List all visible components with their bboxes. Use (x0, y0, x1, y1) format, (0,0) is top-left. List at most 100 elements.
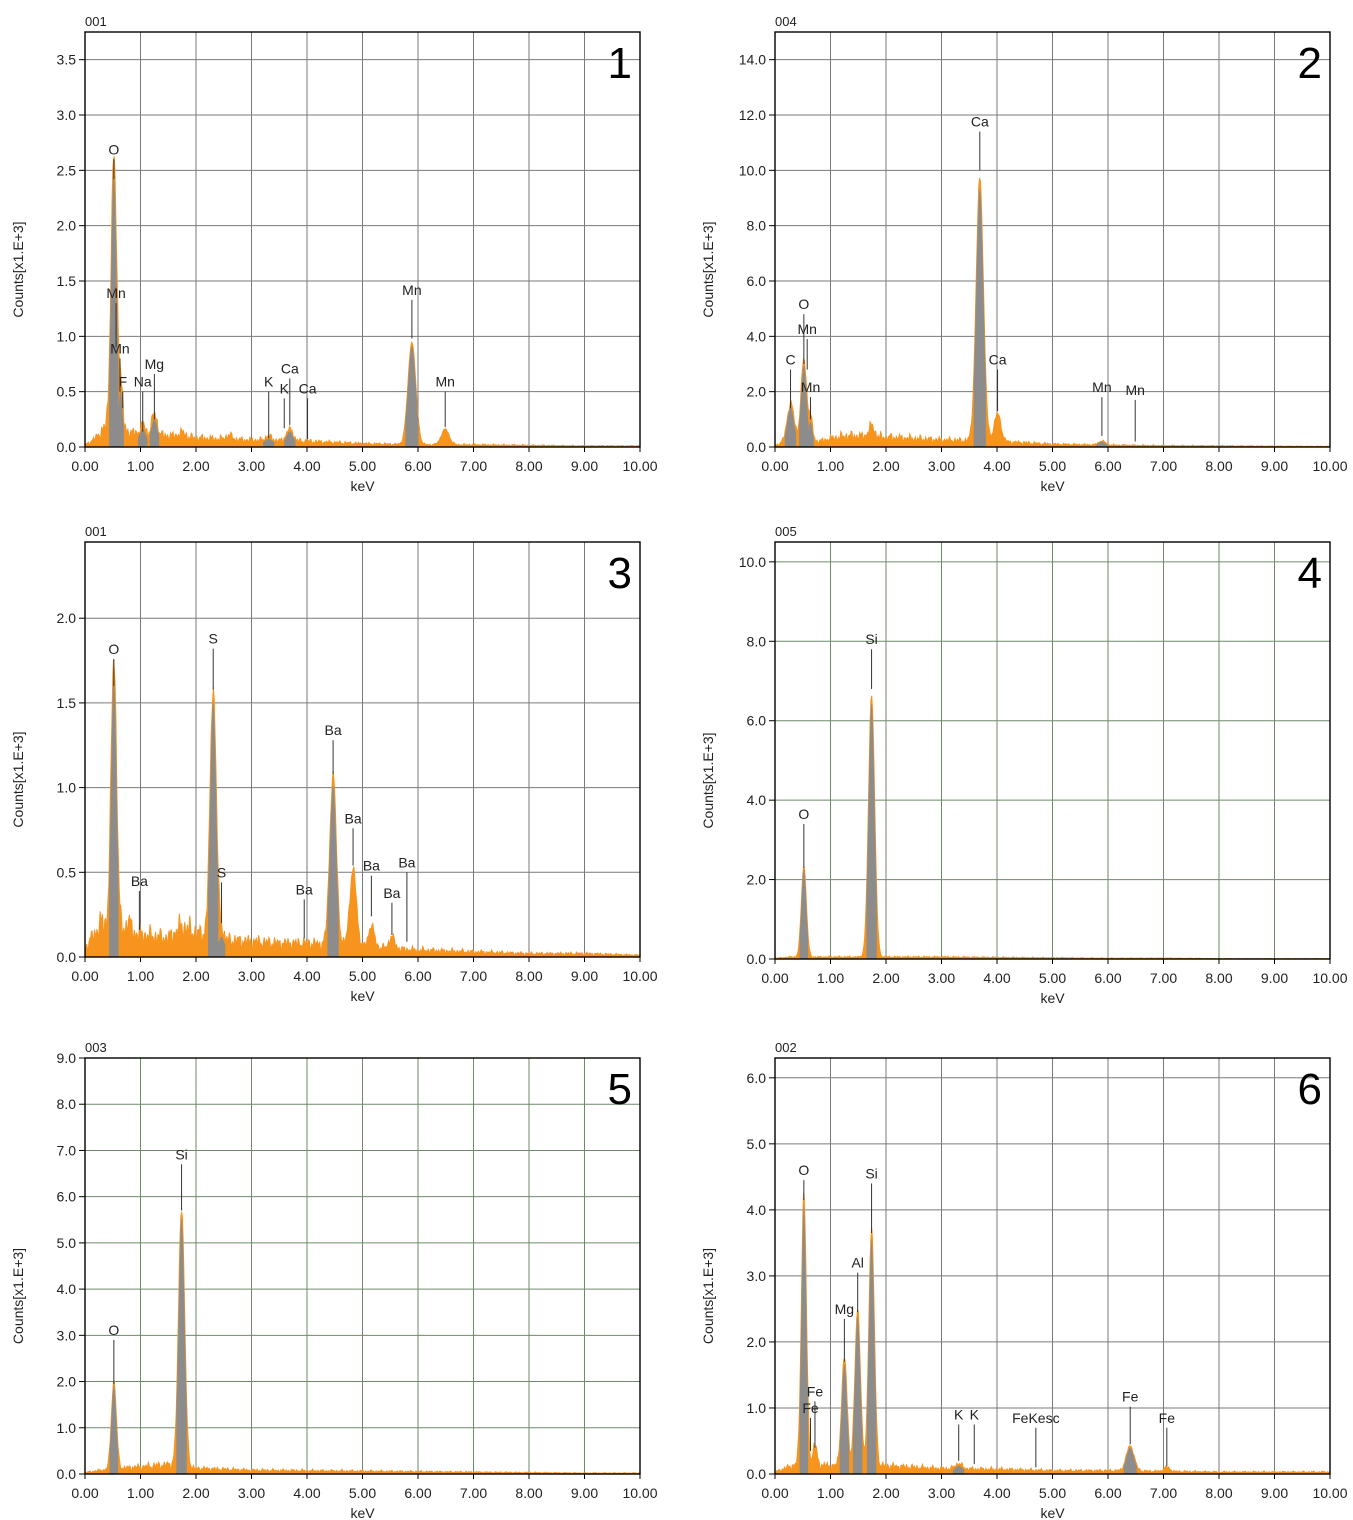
spectrum-id: 004 (775, 14, 797, 29)
peak-area (866, 1239, 877, 1474)
y-tick-label: 1.5 (57, 695, 77, 711)
peak-label: F (118, 374, 127, 390)
grid (85, 542, 640, 957)
peak-area (217, 936, 226, 957)
spectrum-area (84, 1211, 641, 1475)
spectrum-panel-6: 0.00 1.00 2.00 3.00 4.00 5.00 6.00 7.00 8.00 9.00… (700, 1040, 1348, 1520)
peak-label: K (280, 380, 290, 396)
peak-label: K (264, 374, 274, 390)
y-tick-label: 4.0 (747, 328, 767, 344)
panel-number: 5 (608, 1065, 632, 1114)
y-tick-label: 5.0 (747, 1136, 767, 1152)
y-tick-label: 3.0 (57, 107, 77, 123)
x-tick-label: 1.00 (127, 1485, 154, 1501)
x-tick-label: 8.00 (515, 458, 542, 474)
x-tick-label: 4.00 (983, 1485, 1010, 1501)
spectrum-id: 005 (775, 524, 797, 539)
peak-area (117, 391, 124, 447)
y-tick-label: 0.0 (57, 439, 77, 455)
grid (85, 1057, 640, 1474)
x-tick-label: 4.00 (983, 458, 1010, 474)
peak-area (263, 438, 275, 447)
x-tick-label: 3.00 (238, 458, 265, 474)
y-tick-label: 6.0 (57, 1189, 77, 1205)
spectrum-panel-5: 0.00 1.00 2.00 3.00 4.00 5.00 6.00 7.00 8.00 9.00… (10, 1040, 658, 1520)
y-tick-label: 6.0 (747, 1070, 767, 1086)
panel-number: 2 (1298, 39, 1322, 88)
spectrum-panel-3: 0.00 1.00 2.00 3.00 4.00 5.00 6.00 7.00 8.00 9.00… (10, 524, 658, 1004)
y-tick-label: 8.0 (747, 218, 767, 234)
panel-number: 6 (1298, 1065, 1322, 1114)
x-axis-label: keV (350, 478, 375, 494)
peak-label: Si (865, 631, 877, 647)
peak-label: Ba (325, 722, 342, 738)
spectrum-area (774, 177, 1331, 448)
peak-label: O (108, 141, 119, 157)
x-tick-label: 10.00 (1312, 970, 1347, 986)
x-tick-label: 10.00 (622, 968, 657, 984)
spectrum-area (84, 659, 641, 958)
peak-label: Mn (106, 285, 125, 301)
y-tick-label: 0.0 (747, 1466, 767, 1482)
peak-area (149, 418, 160, 447)
peak-label: Ba (383, 885, 400, 901)
y-tick-label: 3.0 (747, 1268, 767, 1284)
peak-area (784, 407, 797, 447)
x-tick-label: 7.00 (460, 1485, 487, 1501)
x-tick-label: 10.00 (1312, 458, 1347, 474)
y-tick-label: 3.5 (57, 52, 77, 68)
peak-label: Ca (299, 380, 317, 396)
peak-area (405, 345, 419, 447)
y-tick-label: 6.0 (747, 273, 767, 289)
x-tick-label: 7.00 (1150, 1485, 1177, 1501)
peak-label: FeKesc (1012, 1410, 1059, 1426)
peak-label: Al (851, 1255, 863, 1271)
y-axis-label: Counts[x1.E+3] (10, 731, 26, 827)
x-tick-label: 7.00 (460, 458, 487, 474)
peak-area (953, 1465, 965, 1474)
x-tick-label: 0.00 (71, 458, 98, 474)
peak-label: Mn (435, 374, 454, 390)
y-tick-label: 4.0 (57, 1281, 77, 1297)
x-tick-label: 3.00 (928, 1485, 955, 1501)
panel-number: 3 (608, 549, 632, 598)
x-tick-label: 9.00 (571, 458, 598, 474)
x-tick-label: 2.00 (182, 1485, 209, 1501)
x-tick-label: 9.00 (1261, 1485, 1288, 1501)
peak-label: Ba (363, 858, 380, 874)
peak-label: Si (175, 1146, 187, 1162)
x-tick-label: 10.00 (622, 458, 657, 474)
peak-area (839, 1364, 850, 1474)
y-tick-label: 1.5 (57, 273, 77, 289)
spectrum-panel-2: 0.00 1.00 2.00 3.00 4.00 5.00 6.00 7.00 8.00 9.00… (700, 14, 1348, 494)
peak-area (799, 364, 809, 447)
y-tick-label: 1.0 (57, 780, 77, 796)
peak-label: Si (865, 1165, 877, 1181)
peak-area (807, 421, 814, 447)
y-tick-label: 3.0 (57, 1327, 77, 1343)
x-tick-label: 2.00 (182, 458, 209, 474)
peak-label: O (798, 806, 809, 822)
y-axis-label: Counts[x1.E+3] (10, 1248, 26, 1344)
spectrum-panel-4: 0.00 1.00 2.00 3.00 4.00 5.00 6.00 7.00 8.00 9.00… (700, 524, 1348, 1006)
peak-label: Ba (345, 810, 362, 826)
peak-label: Mn (110, 340, 129, 356)
y-tick-label: 0.5 (57, 864, 77, 880)
peak-label: Fe (807, 1383, 824, 1399)
x-tick-label: 2.00 (182, 968, 209, 984)
y-tick-label: 5.0 (57, 1235, 77, 1251)
y-tick-label: 10.0 (739, 554, 766, 570)
x-tick-label: 8.00 (1205, 458, 1232, 474)
x-tick-label: 5.00 (349, 968, 376, 984)
peak-label: Ca (281, 360, 299, 376)
peak-area (138, 429, 148, 447)
x-tick-label: 9.00 (1261, 458, 1288, 474)
x-axis-label: keV (1040, 990, 1065, 1006)
peak-label: Mn (801, 379, 820, 395)
peak-label: Ba (398, 854, 415, 870)
y-tick-label: 6.0 (747, 713, 767, 729)
peak-area (208, 702, 219, 957)
y-tick-label: 0.0 (57, 949, 77, 965)
x-axis-label: keV (350, 988, 375, 1004)
